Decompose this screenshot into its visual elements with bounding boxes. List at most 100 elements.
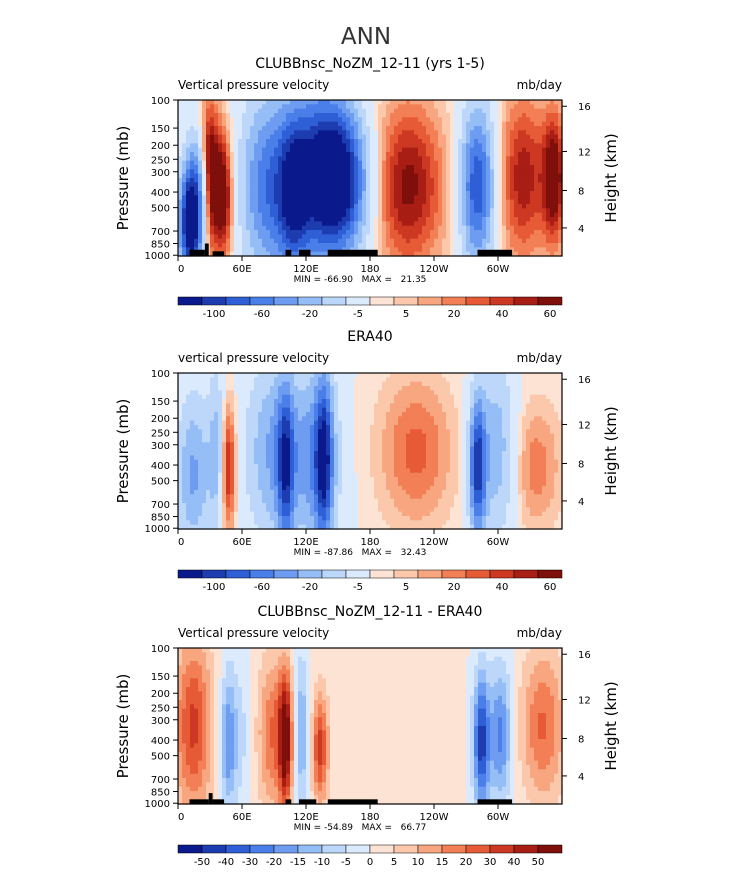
heatmap-cell [382,182,387,188]
heatmap-cell [198,390,203,396]
heatmap-cell [346,204,351,209]
heatmap-cell [474,251,479,257]
heatmap-cell [318,498,323,504]
heatmap-cell [222,485,227,491]
heatmap-cell [338,121,343,127]
heatmap-cell [198,113,203,118]
heatmap-cell [274,520,279,526]
heatmap-cell [186,381,191,387]
heatmap-cell [410,104,415,110]
heatmap-cell [490,134,495,140]
heatmap-cell [530,199,535,205]
heatmap-cell [298,490,303,495]
heatmap-cell [266,199,271,205]
heatmap-cell [218,108,223,114]
heatmap-cell [410,204,415,209]
heatmap-cell [410,178,415,183]
heatmap-cell [218,511,223,517]
heatmap-cell [270,147,275,153]
heatmap-cell [210,126,215,131]
heatmap-cell [314,477,319,482]
heatmap-cell [178,524,183,530]
heatmap-cell [434,165,439,170]
y-tick-label: 1000 [145,251,170,262]
heatmap-cell [334,416,339,422]
heatmap-cell [466,130,471,136]
heatmap-cell [366,208,371,214]
heatmap-cell [386,156,391,162]
heatmap-cell [506,204,511,209]
heatmap-cell [446,186,451,192]
heatmap-cell [490,139,495,144]
heatmap-cell [374,243,379,248]
heatmap-cell [274,117,279,123]
heatmap-cell [298,403,303,409]
heatmap-cell [298,143,303,149]
heatmap-cell [314,498,319,504]
heatmap-cell [262,143,267,149]
heatmap-cell [462,221,467,227]
heatmap-cell [190,195,195,201]
heatmap-cell [510,251,515,257]
heatmap-cell [546,121,551,127]
heatmap-cell [554,204,559,209]
heatmap-cell [214,165,219,170]
heatmap-cell [310,173,315,179]
heatmap-cell [206,143,211,149]
heatmap-cell [550,247,555,253]
colorbar-swatch [465,296,491,306]
heatmap-cell [246,446,251,452]
heatmap-cell [226,156,231,162]
heatmap-cell [522,156,527,162]
heatmap-cell [294,173,299,179]
heatmap-cell [458,251,463,257]
heatmap-cell [262,446,267,452]
heatmap-cell [198,104,203,110]
heatmap-cell [186,234,191,240]
heatmap-cell [222,433,227,439]
heatmap-cell [246,243,251,248]
heatmap-cell [314,386,319,391]
heatmap-cell [366,113,371,118]
heatmap-cell [322,477,327,482]
heatmap-cell [254,186,259,192]
heatmap-cell [258,251,263,257]
heatmap-cell [306,399,311,404]
heatmap-cell [294,394,299,400]
heatmap-cell [190,455,195,461]
heatmap-cell [370,100,375,105]
heatmap-cell [374,134,379,140]
heatmap-cell [270,121,275,127]
heatmap-cell [398,130,403,136]
heatmap-cell [282,485,287,491]
heatmap-cell [206,139,211,144]
heatmap-cell [370,134,375,140]
heatmap-cell [302,446,307,452]
heatmap-cell [454,156,459,162]
heatmap-cell [402,217,407,222]
heatmap-cell [226,455,231,461]
heatmap-cell [490,113,495,118]
heatmap-cell [518,113,523,118]
heatmap-cell [398,147,403,153]
heatmap-cell [374,100,379,105]
heatmap-cell [218,377,223,383]
heatmap-cell [458,182,463,188]
heatmap-cell [294,390,299,396]
heatmap-cell [346,186,351,192]
heatmap-cell [386,199,391,205]
heatmap-cell [258,113,263,118]
heatmap-cell [494,186,499,192]
heatmap-cell [318,221,323,227]
heatmap-cell [322,455,327,461]
heatmap-cell [366,100,371,105]
heatmap-cell [246,394,251,400]
heatmap-cell [278,403,283,409]
heatmap-cell [390,104,395,110]
heatmap-cell [258,446,263,452]
chart-title: ERA40 [347,329,392,345]
heatmap-cell [246,152,251,157]
heatmap-cell [270,143,275,149]
heatmap-cell [282,494,287,500]
heatmap-cell [214,451,219,456]
